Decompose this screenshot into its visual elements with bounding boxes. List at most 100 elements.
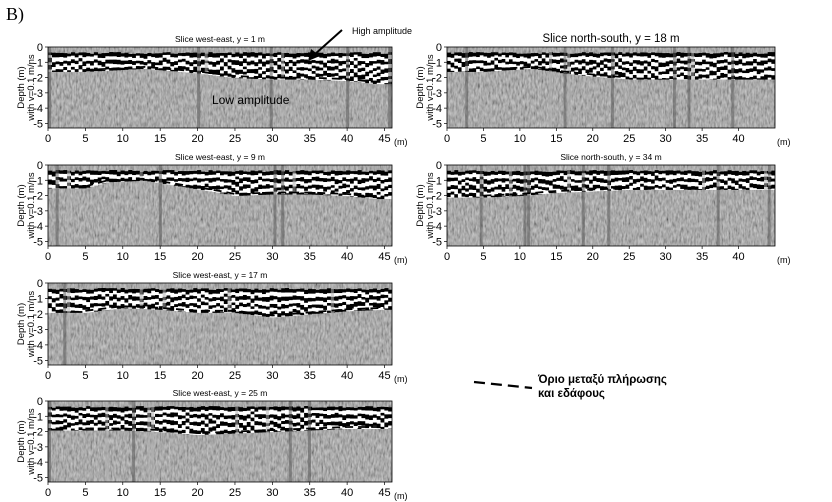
reflector-band bbox=[124, 406, 129, 412]
reflector-band bbox=[242, 420, 248, 426]
reflector-band bbox=[581, 74, 586, 76]
reflector-band bbox=[216, 69, 221, 75]
reflector-band bbox=[476, 60, 481, 64]
reflector-band bbox=[281, 429, 286, 432]
reflector-band bbox=[250, 414, 255, 418]
reflector-band bbox=[223, 192, 228, 195]
reflector-band bbox=[621, 182, 626, 187]
reflector-band bbox=[365, 197, 370, 199]
reflector-band bbox=[208, 57, 213, 62]
reflector-band bbox=[349, 81, 355, 82]
reflector-band bbox=[82, 428, 87, 431]
reflector-band bbox=[589, 183, 594, 188]
reflector-band bbox=[723, 54, 728, 60]
reflector-band bbox=[607, 56, 612, 60]
reflector-band bbox=[162, 415, 167, 420]
reflector-band bbox=[468, 184, 473, 190]
reflector-band bbox=[296, 53, 301, 58]
reflector-band bbox=[82, 170, 87, 174]
reflector-band bbox=[365, 289, 370, 295]
reflector-band bbox=[281, 296, 286, 301]
x-tick-label: 10 bbox=[117, 487, 129, 499]
reflector-band bbox=[465, 188, 470, 192]
reflector-band bbox=[330, 406, 335, 411]
reflector-band bbox=[273, 57, 278, 62]
reflector-band bbox=[262, 410, 267, 415]
reflector-band bbox=[723, 188, 728, 190]
reflector-band bbox=[361, 183, 366, 188]
reflector-band bbox=[676, 56, 681, 59]
reflector-band bbox=[384, 80, 389, 84]
reflector-band bbox=[97, 65, 102, 69]
reflector-band bbox=[273, 406, 278, 411]
reflector-band bbox=[319, 73, 324, 77]
reflector-band bbox=[372, 63, 378, 69]
reflector-band bbox=[490, 64, 495, 69]
reflector-band bbox=[128, 56, 133, 61]
reflector-band bbox=[353, 289, 358, 293]
reflector-band bbox=[70, 302, 76, 308]
reflector-band bbox=[541, 179, 546, 184]
reflector-band bbox=[250, 408, 255, 412]
reflector-band bbox=[357, 65, 362, 69]
reflector-band bbox=[498, 184, 502, 190]
reflector-band bbox=[745, 52, 750, 58]
reflector-band bbox=[369, 410, 374, 416]
reflector-band bbox=[760, 65, 765, 70]
reflector-band bbox=[640, 170, 645, 174]
reflector-band bbox=[709, 184, 714, 189]
reflector-band bbox=[93, 300, 98, 304]
reflector-band bbox=[749, 176, 754, 180]
reflector-band bbox=[450, 185, 455, 190]
reflector-band bbox=[338, 414, 343, 418]
reflector-band bbox=[357, 291, 362, 295]
reflector-band bbox=[581, 59, 586, 64]
reflector-band bbox=[494, 171, 499, 175]
reflector-band bbox=[349, 289, 355, 293]
reflector-band bbox=[78, 410, 83, 413]
reflector-band bbox=[621, 67, 626, 71]
reflector-band bbox=[702, 71, 707, 75]
reflector-band bbox=[90, 53, 95, 57]
reflector-band bbox=[86, 289, 91, 294]
reflector-band bbox=[372, 56, 378, 62]
reflector-band bbox=[304, 174, 309, 180]
reflector-band bbox=[319, 416, 324, 420]
reflector-band bbox=[120, 177, 125, 182]
reflector-band bbox=[651, 183, 656, 187]
reflector-band bbox=[86, 406, 91, 409]
reflector-band bbox=[353, 174, 358, 178]
x-unit-label: (m) bbox=[394, 491, 408, 501]
reflector-band bbox=[353, 293, 358, 297]
reflector-band bbox=[86, 417, 91, 421]
reflector-band bbox=[216, 173, 221, 178]
reflector-band bbox=[300, 70, 305, 74]
reflector-band bbox=[723, 73, 728, 78]
reflector-band bbox=[273, 410, 278, 415]
reflector-band bbox=[235, 173, 240, 177]
reflector-band bbox=[231, 297, 236, 303]
reflector-band bbox=[86, 63, 91, 68]
reflector-band bbox=[90, 417, 95, 421]
reflector-band bbox=[365, 294, 370, 298]
reflector-band bbox=[162, 426, 167, 430]
reflector-band bbox=[284, 417, 290, 421]
reflector-band bbox=[574, 182, 579, 186]
reflector-band bbox=[300, 59, 305, 63]
reflector-band bbox=[120, 64, 125, 68]
reflector-band bbox=[556, 68, 561, 73]
reflector-band bbox=[93, 62, 98, 68]
reflector-band bbox=[200, 417, 206, 421]
reflector-band bbox=[193, 298, 198, 304]
reflector-band bbox=[277, 302, 282, 307]
reflector-band bbox=[545, 65, 550, 69]
reflector-band bbox=[327, 429, 332, 430]
reflector-band bbox=[694, 179, 699, 183]
reflector-band bbox=[334, 300, 339, 304]
reflector-band bbox=[716, 53, 721, 58]
reflector-band bbox=[93, 291, 98, 296]
reflector-band bbox=[193, 411, 198, 414]
reflector-band bbox=[534, 192, 539, 195]
reflector-band bbox=[698, 181, 703, 186]
radargram-texture bbox=[48, 47, 392, 128]
